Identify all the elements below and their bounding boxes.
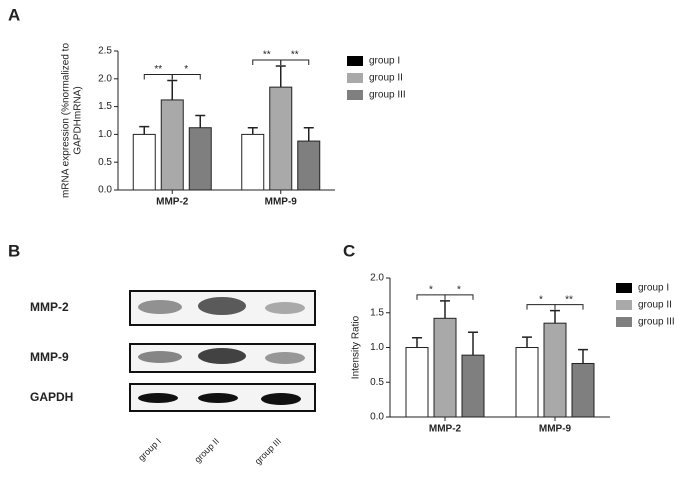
y-axis-label: GAPDHmRNA): [73, 86, 84, 154]
error-bar: [550, 309, 560, 324]
bar: [433, 317, 457, 418]
significance-bracket: [143, 73, 173, 80]
legend-label: group III: [369, 90, 406, 101]
legend-swatch: [347, 56, 363, 66]
y-tick-label: 0.0: [98, 185, 112, 196]
band: [198, 297, 246, 315]
significance-bracket: [554, 304, 584, 310]
legend-label: group I: [638, 283, 669, 294]
row-label: GAPDH: [30, 390, 73, 404]
x-tick-label: MMP-9: [265, 197, 298, 208]
error-bar: [275, 65, 286, 88]
bar: [571, 362, 595, 418]
significance-label: *: [429, 285, 433, 296]
significance-bracket: [171, 73, 201, 80]
legend-label: group III: [638, 317, 675, 328]
y-axis-label: Intensity Ratio: [351, 315, 362, 379]
significance-label: **: [291, 50, 299, 61]
error-bar: [412, 337, 422, 348]
y-tick-label: 1.5: [98, 101, 112, 112]
significance-bracket: [252, 59, 282, 66]
y-tick-label: 1.0: [98, 129, 112, 140]
x-tick-label: MMP-9: [539, 424, 572, 435]
error-bar: [440, 300, 450, 319]
band: [261, 393, 301, 405]
lane-label: group II: [192, 436, 221, 465]
error-bar: [167, 79, 178, 100]
bar: [461, 354, 485, 418]
error-bar: [247, 126, 258, 135]
panel-label: C: [343, 241, 355, 260]
band: [198, 348, 246, 364]
y-tick-label: 2.0: [370, 273, 384, 284]
significance-bracket: [526, 304, 556, 310]
y-axis-label: mRNA expression (%normalized to: [61, 43, 72, 198]
legend-swatch: [616, 283, 632, 293]
error-bar: [303, 126, 314, 142]
lane-label: group I: [136, 436, 163, 463]
y-tick-label: 2.5: [98, 46, 112, 57]
band: [138, 351, 182, 363]
significance-label: *: [539, 294, 543, 305]
legend-swatch: [347, 73, 363, 83]
x-tick-label: MMP-2: [429, 424, 462, 435]
bar: [543, 322, 567, 418]
significance-label: *: [457, 285, 461, 296]
error-bar: [468, 331, 478, 356]
band: [265, 352, 305, 364]
legend-swatch: [616, 300, 632, 310]
panel-label: B: [8, 241, 20, 260]
band: [198, 393, 238, 403]
legend-label: group II: [638, 300, 672, 311]
lane-label: group III: [253, 436, 283, 466]
y-tick-label: 0.5: [98, 157, 112, 168]
significance-label: *: [184, 64, 188, 75]
bar: [269, 86, 293, 191]
band: [265, 302, 305, 314]
significance-label: **: [154, 64, 162, 75]
y-tick-label: 0.0: [370, 412, 384, 423]
x-tick-label: MMP-2: [156, 197, 189, 208]
bar: [241, 133, 265, 191]
bar: [405, 347, 429, 418]
significance-label: **: [565, 294, 573, 305]
y-tick-label: 1.0: [370, 342, 384, 353]
panel-label: A: [8, 5, 20, 24]
significance-bracket: [444, 294, 474, 300]
bar: [160, 99, 184, 191]
legend-label: group II: [369, 73, 403, 84]
y-tick-label: 2.0: [98, 73, 112, 84]
bar: [297, 140, 321, 191]
y-tick-label: 0.5: [370, 377, 384, 388]
blot: [129, 290, 316, 412]
error-bar: [578, 348, 588, 364]
band: [138, 393, 178, 403]
error-bar: [522, 336, 532, 348]
band: [138, 300, 182, 314]
error-bar: [195, 114, 206, 128]
error-bar: [139, 125, 150, 135]
significance-bracket: [280, 59, 310, 66]
legend-swatch: [616, 317, 632, 327]
bar: [188, 127, 212, 191]
row-label: MMP-2: [30, 300, 69, 314]
y-tick-label: 1.5: [370, 307, 384, 318]
bar: [515, 347, 539, 418]
significance-label: **: [263, 50, 271, 61]
significance-bracket: [416, 294, 446, 300]
bar: [132, 133, 156, 191]
row-label: MMP-9: [30, 350, 69, 364]
legend-swatch: [347, 90, 363, 100]
legend-label: group I: [369, 56, 400, 67]
